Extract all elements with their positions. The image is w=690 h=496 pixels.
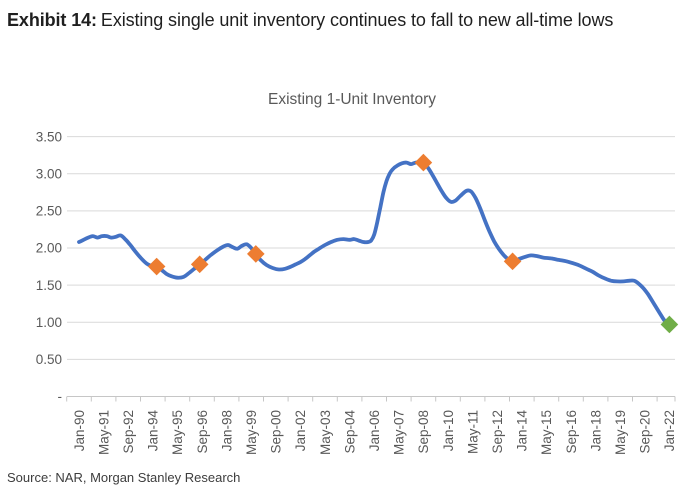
x-tick-label: May-03 [318,410,333,455]
exhibit-number-label: Exhibit 14: [7,10,97,30]
x-tick-label: Sep-96 [195,410,210,454]
source-note: Source: NAR, Morgan Stanley Research [7,470,241,485]
y-tick-label: 2.00 [36,241,62,256]
exhibit-heading: Exhibit 14: Existing single unit inventor… [7,7,675,34]
highlight-marker [247,245,265,263]
x-tick-label: Sep-08 [416,410,431,454]
x-tick-label: Jan-98 [219,410,234,451]
x-tick-label: May-11 [465,410,480,454]
chart-title: Existing 1-Unit Inventory [268,91,436,108]
x-tick-label: Jan-94 [146,410,161,452]
x-tick-label: Jan-06 [367,410,382,451]
y-tick-label: 0.50 [36,352,62,367]
x-tick-label: Sep-12 [490,410,505,454]
x-tick-label: Sep-04 [342,410,357,454]
x-tick-label: May-07 [392,410,407,455]
y-tick-label: 1.00 [36,315,62,330]
highlight-marker [190,255,209,274]
x-tick-label: Sep-20 [638,410,653,454]
x-tick-label: May-91 [96,410,111,455]
x-tick-label: Jan-22 [662,410,677,451]
inventory-line [77,160,672,327]
x-tick-label: Jan-10 [441,410,456,451]
latest-value-marker [660,315,679,334]
highlight-marker [414,153,433,172]
y-tick-label: 2.50 [36,204,62,219]
y-tick-label: 1.50 [36,278,62,293]
highlight-marker [147,257,166,276]
x-tick-label: Jan-18 [588,410,603,451]
x-tick-label: Sep-92 [121,410,136,454]
x-tick-label: Jan-14 [515,410,530,452]
exhibit-title-text: Existing single unit inventory continues… [100,10,614,30]
x-tick-label: Sep-16 [564,410,579,454]
x-tick-label: Jan-02 [293,410,308,451]
x-tick-label: May-19 [613,410,628,455]
x-tick-label: May-99 [244,410,259,455]
x-tick-label: Jan-90 [72,410,87,451]
x-tick-label: May-15 [539,410,554,455]
y-tick-label: 3.00 [36,166,62,181]
y-tick-label: 3.50 [36,129,62,144]
x-tick-label: May-95 [170,410,185,455]
x-tick-label: Sep-00 [269,410,284,454]
y-tick-label: - [58,389,63,404]
highlight-marker [503,252,522,271]
